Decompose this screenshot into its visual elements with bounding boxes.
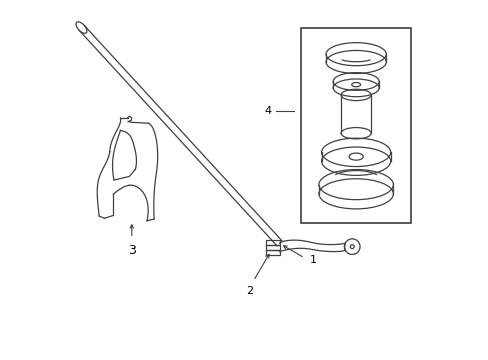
Text: 2: 2 (246, 285, 253, 296)
Bar (265, 245, 279, 250)
Bar (265, 240, 279, 245)
Text: 4: 4 (264, 106, 270, 116)
Text: 1: 1 (309, 255, 316, 265)
Text: 3: 3 (127, 244, 136, 257)
Bar (301, 28, 410, 222)
Bar (265, 250, 279, 255)
